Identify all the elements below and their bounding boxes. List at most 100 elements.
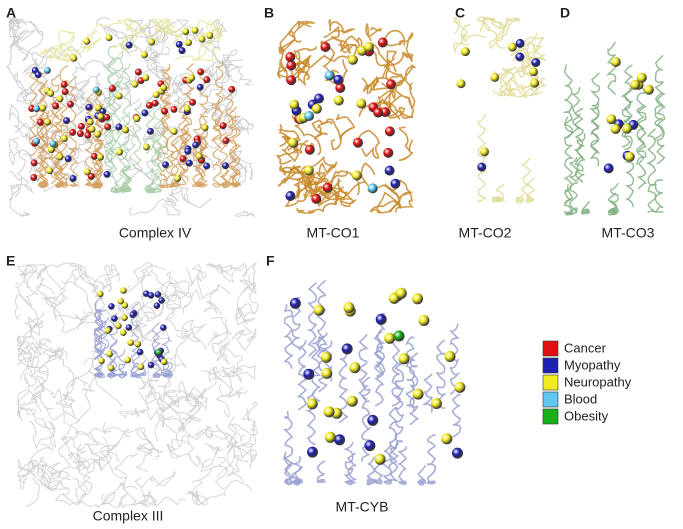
variant-sphere: [122, 126, 129, 134]
backbone: [144, 19, 177, 46]
backbone: [293, 46, 317, 68]
backbone: [140, 289, 201, 319]
panel-caption: Complex IV: [119, 225, 192, 241]
backbone: [302, 161, 338, 186]
backbone: [207, 317, 229, 346]
variant-sphere: [94, 130, 102, 138]
variant-sphere: [515, 52, 525, 62]
variant-sphere: [153, 302, 161, 310]
variant-sphere: [183, 105, 191, 113]
variant-sphere: [630, 79, 641, 90]
variant-sphere: [133, 115, 141, 123]
backbone: [279, 20, 315, 53]
variant-sphere: [289, 297, 301, 309]
backbone: [284, 189, 312, 208]
backbone: [562, 64, 574, 139]
backbone: [122, 165, 132, 193]
variant-sphere: [151, 99, 159, 107]
variant-sphere: [142, 74, 150, 82]
variant-sphere: [610, 57, 621, 67]
backbone: [476, 113, 488, 203]
variant-sphere: [182, 28, 190, 36]
backbone: [17, 443, 54, 507]
backbone: [30, 382, 69, 413]
backbone: [16, 334, 41, 380]
variant-sphere: [191, 26, 199, 34]
variant-sphere: [395, 287, 407, 299]
variant-sphere: [178, 47, 186, 55]
variant-sphere: [322, 182, 333, 193]
backbone: [228, 144, 238, 186]
backbone: [170, 139, 180, 188]
variant-sphere: [418, 315, 430, 326]
backbone: [113, 17, 145, 51]
backbone: [61, 357, 94, 407]
variant-sphere: [303, 165, 314, 176]
variant-sphere: [115, 92, 123, 100]
variant-sphere: [393, 330, 405, 342]
variant-sphere: [335, 83, 346, 93]
backbone: [167, 439, 194, 457]
backbone: [135, 470, 176, 490]
variant-sphere: [124, 356, 132, 364]
backbone: [216, 416, 239, 478]
backbone: [211, 319, 232, 355]
variant-sphere: [320, 351, 332, 363]
backbone: [156, 399, 191, 433]
variant-sphere: [195, 152, 203, 160]
backbone: [35, 284, 86, 333]
variant-sphere: [147, 361, 155, 369]
backbone: [6, 45, 27, 93]
backbone: [139, 489, 186, 507]
backbone: [17, 390, 47, 429]
backbone: [212, 366, 234, 398]
variant-sphere: [531, 58, 541, 68]
backbone: [14, 283, 55, 320]
backbone: [435, 339, 447, 409]
backbone: [154, 277, 196, 310]
backbone: [59, 163, 70, 188]
backbone: [72, 72, 101, 118]
backbone: [425, 434, 437, 485]
variant-sphere: [285, 52, 296, 62]
backbone: [520, 158, 531, 199]
backbone: [296, 186, 344, 214]
variant-sphere: [307, 446, 318, 458]
backbone: [106, 25, 138, 57]
backbone: [17, 456, 60, 491]
variant-sphere: [206, 32, 214, 39]
backbone: [476, 16, 509, 33]
legend-swatch: [542, 391, 559, 408]
structures: [6, 16, 666, 509]
backbone: [241, 401, 258, 436]
backbone: [129, 197, 181, 216]
legend-label: Neuropathy: [564, 374, 632, 389]
variant-sphere: [108, 85, 116, 92]
backbone: [573, 107, 585, 183]
backbone: [102, 482, 138, 505]
backbone: [191, 264, 220, 300]
legend-label: Blood: [564, 391, 597, 406]
variant-sphere: [347, 54, 358, 65]
variant-sphere: [390, 178, 401, 189]
variant-sphere: [184, 147, 192, 155]
variant-sphere: [61, 88, 69, 96]
variant-sphere: [456, 79, 466, 89]
backbone: [306, 282, 318, 357]
variant-sphere: [441, 433, 453, 445]
backbone: [277, 59, 309, 87]
variant-sphere: [383, 147, 394, 158]
variant-sphere: [304, 111, 315, 121]
backbone: [93, 88, 121, 109]
backbone: [294, 465, 304, 486]
variant-sphere: [134, 340, 142, 348]
variant-sphere: [323, 406, 335, 418]
backbone: [130, 19, 161, 67]
backbone: [154, 19, 185, 46]
variant-sphere: [47, 89, 55, 97]
variant-sphere: [115, 322, 122, 330]
backbone: [16, 84, 58, 108]
backbone: [580, 201, 591, 215]
backbone: [17, 263, 46, 296]
variant-sphere: [321, 367, 333, 379]
